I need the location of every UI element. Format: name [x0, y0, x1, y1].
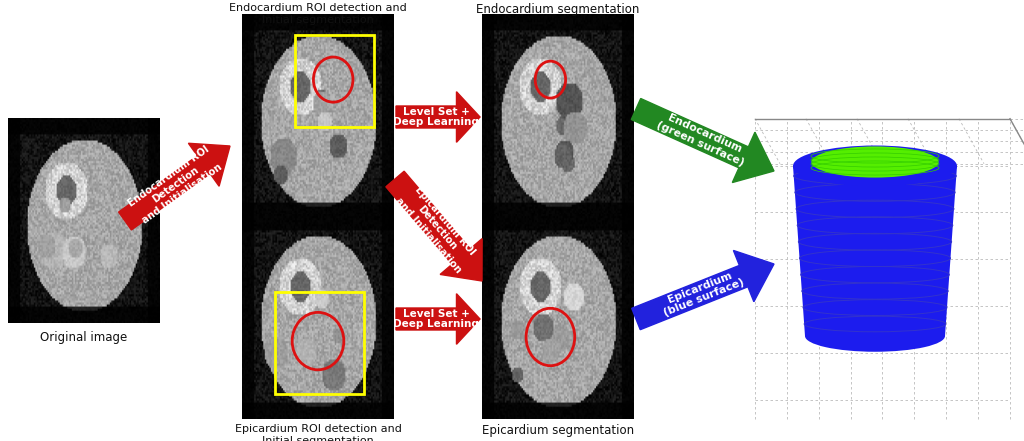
Text: Endocardium
(green surface): Endocardium (green surface) — [654, 110, 750, 168]
FancyArrow shape — [396, 92, 480, 142]
Ellipse shape — [811, 146, 939, 178]
FancyArrow shape — [119, 143, 230, 230]
Ellipse shape — [805, 320, 945, 352]
Bar — [275, 292, 364, 394]
Text: Endocardium ROI
Detection
and Initialisation: Endocardium ROI Detection and Initialisa… — [127, 144, 224, 226]
Polygon shape — [793, 166, 957, 336]
Text: Epicardium segmentation: Epicardium segmentation — [482, 424, 634, 437]
FancyArrow shape — [386, 171, 482, 281]
FancyArrow shape — [396, 294, 480, 344]
Ellipse shape — [793, 146, 957, 187]
FancyArrow shape — [631, 98, 774, 183]
Text: Epicardium
(blue surface): Epicardium (blue surface) — [658, 267, 745, 318]
Text: Epicardium ROI detection and
Initial segmentation: Epicardium ROI detection and Initial seg… — [234, 424, 401, 441]
Text: Original image: Original image — [40, 331, 128, 344]
Text: Level Set +
Deep Learning: Level Set + Deep Learning — [393, 309, 479, 329]
Text: Epicardium ROI
Detection
and Initialisation: Epicardium ROI Detection and Initialisat… — [393, 181, 480, 275]
Text: Level Set +
Deep Learning: Level Set + Deep Learning — [393, 107, 479, 127]
Text: Endocardium ROI detection and
Initial segmentation: Endocardium ROI detection and Initial se… — [229, 3, 407, 25]
Text: Endocardium segmentation: Endocardium segmentation — [476, 3, 640, 16]
Bar — [295, 34, 374, 127]
FancyArrow shape — [632, 250, 774, 330]
